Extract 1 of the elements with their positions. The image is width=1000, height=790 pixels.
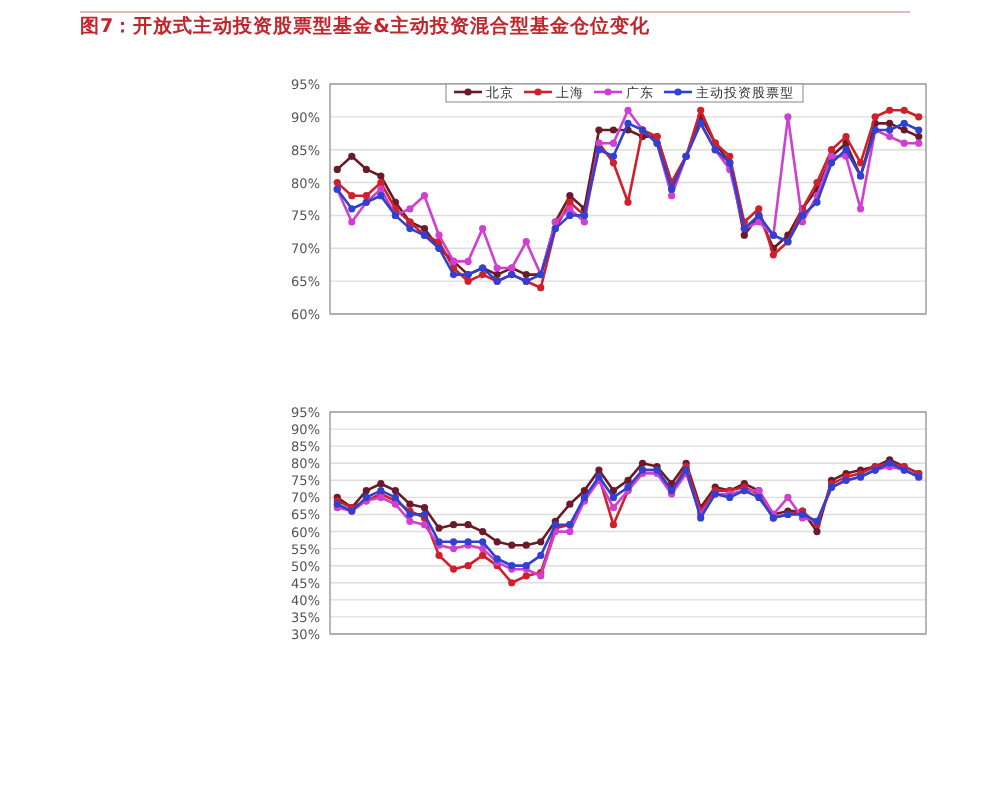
- chart-title: 图7：开放式主动投资股票型基金&主动投资混合型基金仓位变化: [80, 14, 652, 38]
